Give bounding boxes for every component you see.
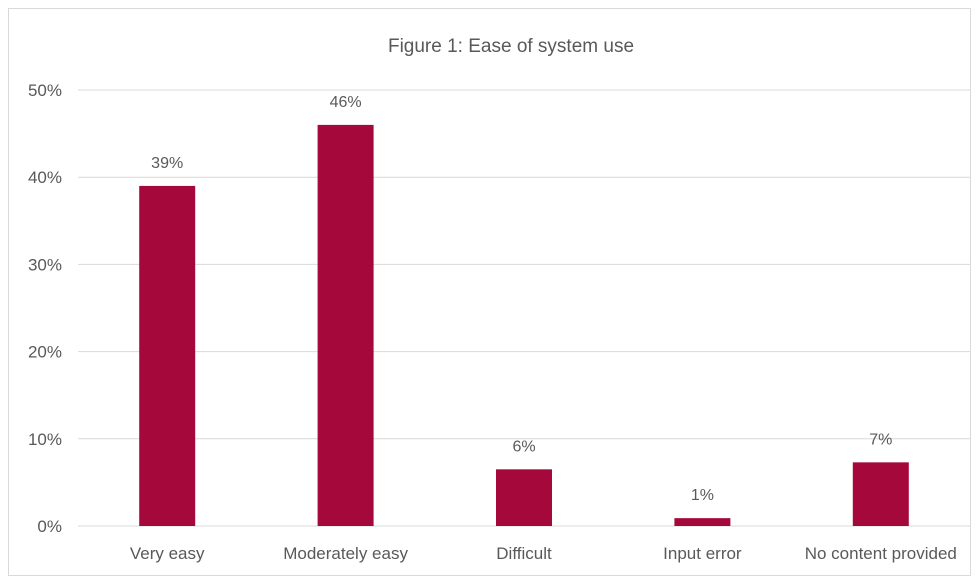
data-label: 6% xyxy=(512,438,535,455)
x-axis-categories: Very easy Moderately easy Difficult Input e… xyxy=(130,544,957,563)
bars xyxy=(139,124,909,527)
data-label: 39% xyxy=(151,155,183,172)
x-category-label: Difficult xyxy=(496,544,552,563)
bar-no-content-provided xyxy=(852,462,909,526)
chart-title: Figure 1: Ease of system use xyxy=(388,36,634,57)
bar-difficult xyxy=(496,469,552,526)
y-axis-ticks: 0% 10% 20% 30% 40% 50% xyxy=(28,81,62,536)
x-category-label: Moderately easy xyxy=(283,544,408,563)
y-tick-label: 10% xyxy=(28,430,62,449)
y-tick-label: 40% xyxy=(28,168,62,187)
y-tick-label: 0% xyxy=(37,517,62,536)
gridlines xyxy=(78,89,970,527)
x-category-label: Input error xyxy=(663,544,742,563)
y-tick-label: 50% xyxy=(28,81,62,100)
x-category-label: No content provided xyxy=(805,544,957,563)
data-labels: 39% 46% 6% 1% 7% xyxy=(151,94,892,504)
data-label: 1% xyxy=(691,487,714,504)
bar-input-error xyxy=(674,518,731,526)
x-category-label: Very easy xyxy=(130,544,205,563)
data-label: 46% xyxy=(330,94,362,111)
y-tick-label: 30% xyxy=(28,255,62,274)
y-tick-label: 20% xyxy=(28,343,62,362)
bar-very-easy xyxy=(139,185,196,527)
bar-moderately-easy xyxy=(317,124,374,526)
data-label: 7% xyxy=(869,431,892,448)
